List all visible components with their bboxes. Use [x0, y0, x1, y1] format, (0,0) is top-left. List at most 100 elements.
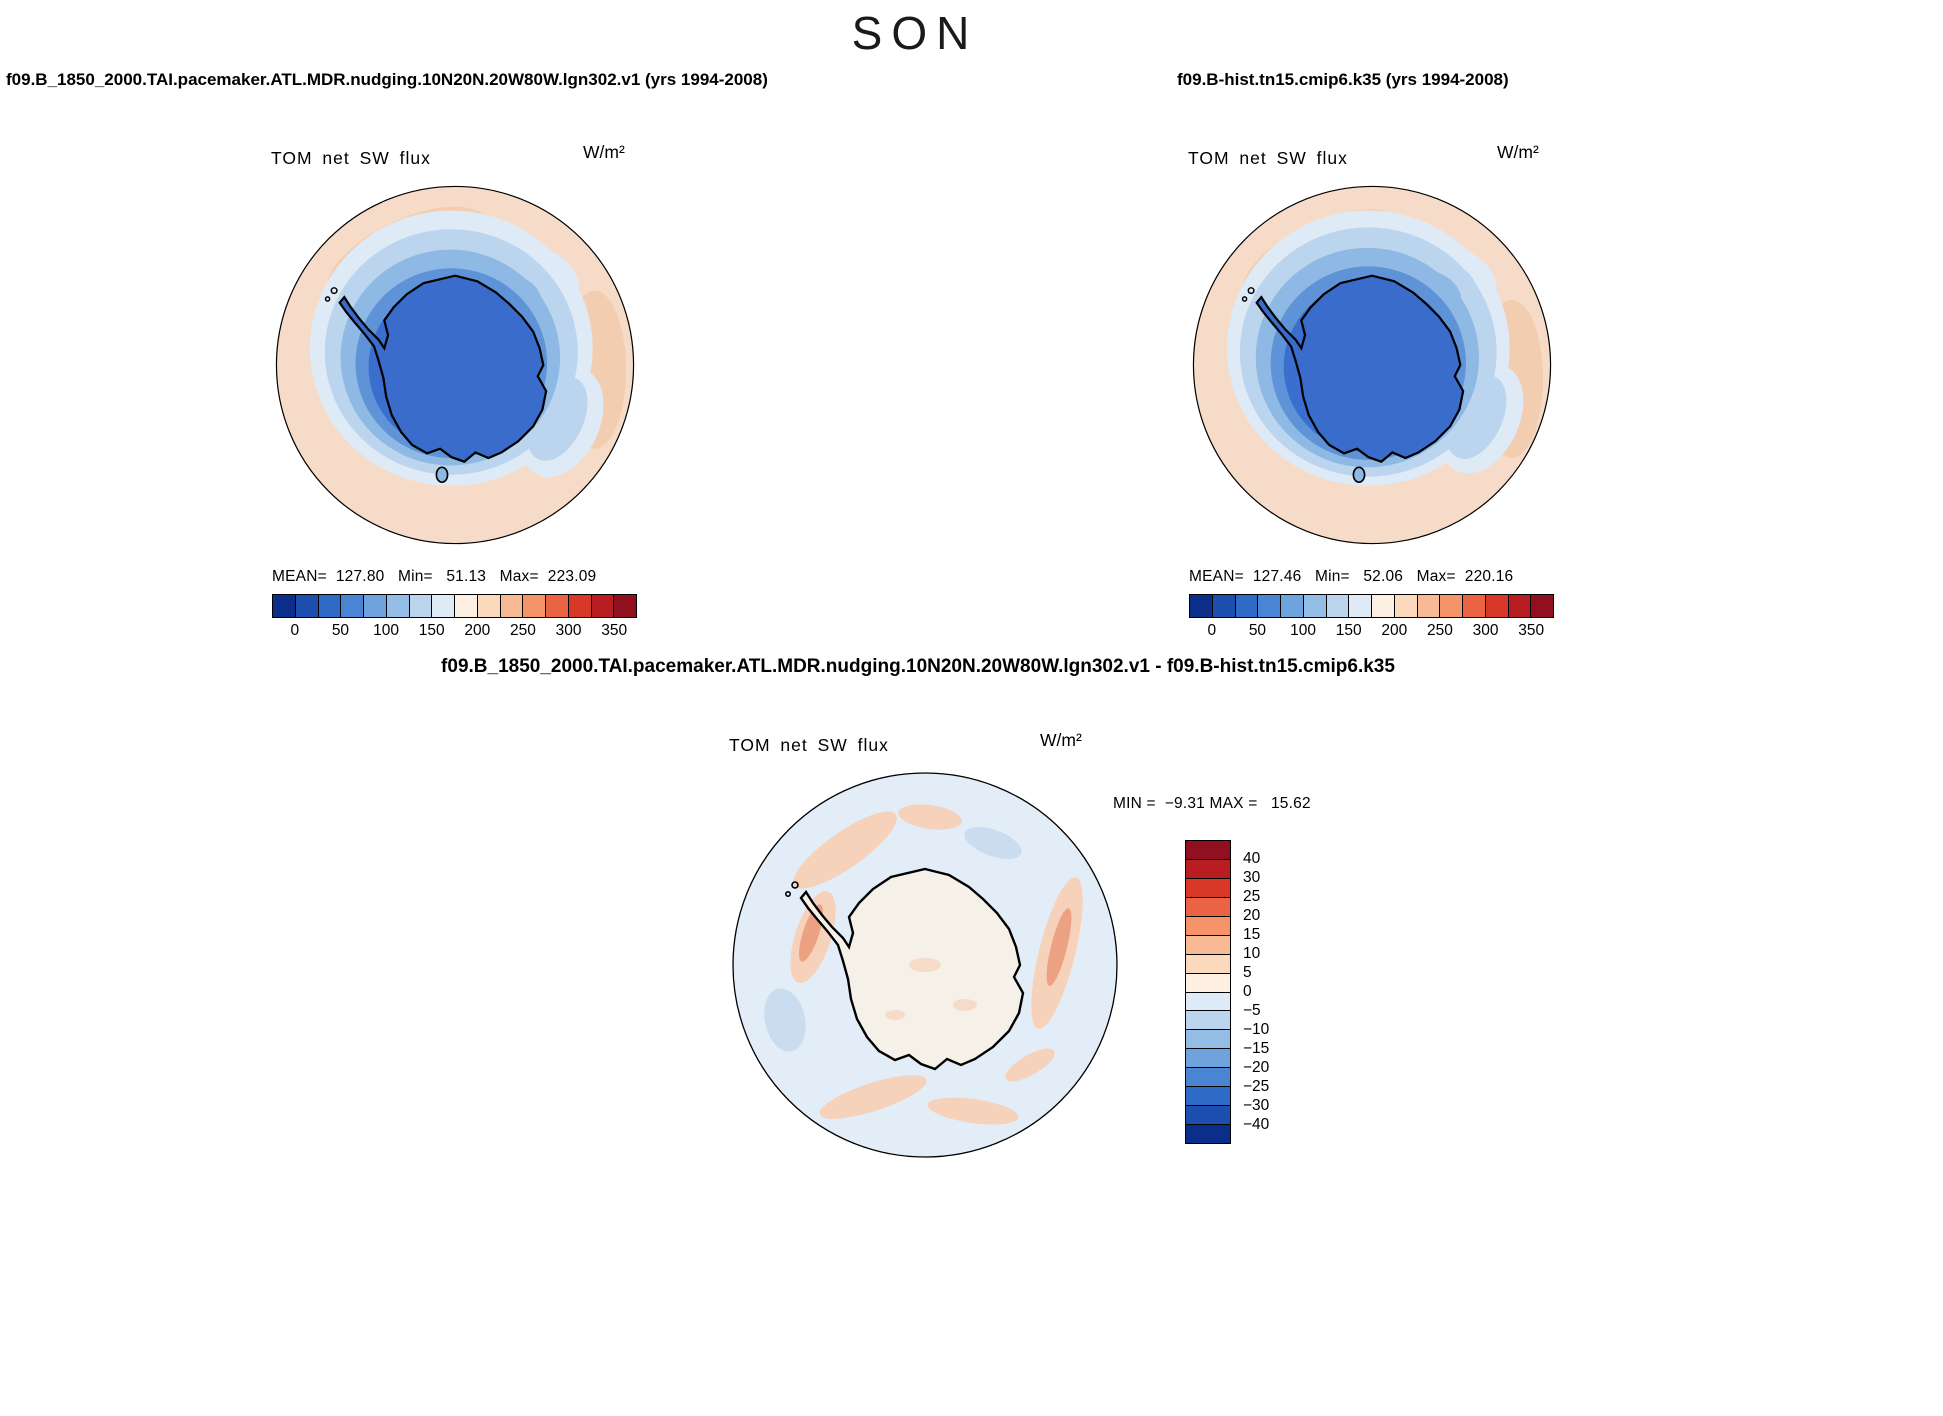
colorbar-cell	[1302, 595, 1326, 617]
island-mark	[435, 466, 449, 484]
colorbar-cell	[1507, 595, 1531, 617]
colorbar-tick: 50	[331, 622, 350, 639]
colorbar-tick: 200	[1381, 622, 1408, 639]
diff-units-label: W/m²	[1040, 730, 1082, 750]
island-mark	[784, 891, 791, 898]
right-field-label: TOM net SW flux	[1188, 148, 1348, 168]
colorbar-cell	[1186, 841, 1230, 859]
colorbar-tick: 0	[290, 622, 300, 639]
colorbar-cell	[1186, 972, 1230, 992]
colorbar-cell	[273, 595, 295, 617]
colorbar-cell	[1186, 934, 1230, 954]
colorbar-cell	[545, 595, 568, 617]
right-run-header: f09.B-hist.tn15.cmip6.k35 (yrs 1994-2008…	[1177, 70, 1509, 89]
colorbar-cell	[1186, 953, 1230, 973]
colorbar-cell	[1186, 1067, 1230, 1087]
colorbar-cell	[1257, 595, 1280, 617]
colorbar-cell	[1186, 877, 1230, 897]
right-stats-line: MEAN= 127.46 Min= 52.06 Max= 220.16	[1189, 568, 1514, 585]
island-mark	[1352, 466, 1366, 484]
colorbar-tick: 300	[555, 622, 582, 639]
colorbar-tick: 50	[1248, 622, 1267, 639]
diff-run-header: f09.B_1850_2000.TAI.pacemaker.ATL.MDR.nu…	[441, 656, 1395, 677]
left-run-header: f09.B_1850_2000.TAI.pacemaker.ATL.MDR.nu…	[6, 70, 768, 89]
colorbar-tick: 200	[464, 622, 491, 639]
colorbar-cell	[317, 595, 341, 617]
right-units-label: W/m²	[1497, 142, 1539, 162]
colorbar-cell	[454, 595, 477, 617]
colorbar-tick: 40	[1243, 850, 1261, 867]
colorbar-cell	[431, 595, 454, 617]
colorbar-tick: −25	[1243, 1078, 1270, 1095]
left-field-label: TOM net SW flux	[271, 148, 431, 168]
colorbar-cell	[1416, 595, 1440, 617]
colorbar-cell	[1348, 595, 1371, 617]
colorbar-tick: 150	[418, 622, 445, 639]
colorbar-cell	[408, 595, 432, 617]
colorbar-cell	[363, 595, 386, 617]
colorbar-cell	[1186, 991, 1230, 1011]
colorbar-cell	[499, 595, 523, 617]
colorbar-tick: −30	[1243, 1097, 1270, 1114]
colorbar-cell	[1234, 595, 1258, 617]
left-stats-line: MEAN= 127.80 Min= 51.13 Max= 223.09	[272, 568, 597, 585]
colorbar-cell	[613, 595, 636, 617]
island-mark	[791, 881, 799, 889]
colorbar-tick: 10	[1243, 945, 1261, 962]
page-title: SON	[851, 7, 979, 59]
colorbar-cell	[1186, 858, 1230, 878]
colorbar-cell	[1186, 1105, 1230, 1125]
colorbar-cell	[476, 595, 500, 617]
colorbar-right	[1189, 594, 1554, 618]
south-polar-map-right	[1192, 185, 1552, 545]
colorbar-right-ticks: 0 50 100 150 200 250 300 350	[1189, 622, 1554, 642]
colorbar-tick: −10	[1243, 1021, 1270, 1038]
diff-field-label: TOM net SW flux	[729, 735, 889, 755]
colorbar-cell	[590, 595, 614, 617]
colorbar-cell	[1186, 1086, 1230, 1106]
colorbar-cell	[1484, 595, 1508, 617]
colorbar-tick: 250	[1427, 622, 1453, 639]
colorbar-cell	[1530, 595, 1553, 617]
colorbar-cell	[1186, 1010, 1230, 1030]
colorbar-cell	[1462, 595, 1485, 617]
island-mark	[1247, 287, 1255, 295]
colorbar-tick: 150	[1335, 622, 1362, 639]
colorbar-tick: 0	[1207, 622, 1217, 639]
colorbar-tick: 100	[1290, 622, 1316, 639]
colorbar-cell	[1439, 595, 1462, 617]
colorbar-cell	[1186, 1048, 1230, 1068]
island-mark	[1241, 296, 1248, 302]
colorbar-cell	[1280, 595, 1303, 617]
colorbar-tick: 20	[1243, 907, 1261, 924]
colorbar-tick: 15	[1243, 926, 1261, 943]
south-polar-map-left	[275, 185, 635, 545]
colorbar-cell	[1393, 595, 1417, 617]
south-polar-map-diff	[732, 772, 1118, 1158]
colorbar-cell	[1186, 1029, 1230, 1049]
colorbar-cell	[1186, 915, 1230, 935]
colorbar-cell	[1325, 595, 1349, 617]
left-units-label: W/m²	[583, 142, 625, 162]
colorbar-cell	[1371, 595, 1394, 617]
colorbar-tick: 350	[601, 622, 628, 639]
colorbar-cell	[385, 595, 409, 617]
colorbar-tick: −5	[1243, 1002, 1261, 1019]
colorbar-tick: 5	[1243, 964, 1252, 981]
colorbar-left	[272, 594, 637, 618]
colorbar-diff	[1185, 840, 1231, 1144]
colorbar-tick: −20	[1243, 1059, 1270, 1076]
colorbar-diff-labels: 40 30 25 20 15 10 5 0 −5 −10 −15 −20 −25…	[1243, 840, 1303, 1144]
diff-stats-line: MIN = −9.31 MAX = 15.62	[1113, 795, 1311, 812]
colorbar-tick: 30	[1243, 869, 1261, 886]
colorbar-cell	[1186, 896, 1230, 916]
colorbar-cell	[340, 595, 363, 617]
colorbar-tick: 100	[373, 622, 399, 639]
colorbar-left-ticks: 0 50 100 150 200 250 300 350	[272, 622, 637, 642]
colorbar-tick: −15	[1243, 1040, 1270, 1057]
colorbar-cell	[567, 595, 591, 617]
colorbar-cell	[1211, 595, 1235, 617]
colorbar-tick: −40	[1243, 1116, 1270, 1133]
colorbar-tick: 350	[1518, 622, 1545, 639]
colorbar-tick: 300	[1472, 622, 1499, 639]
